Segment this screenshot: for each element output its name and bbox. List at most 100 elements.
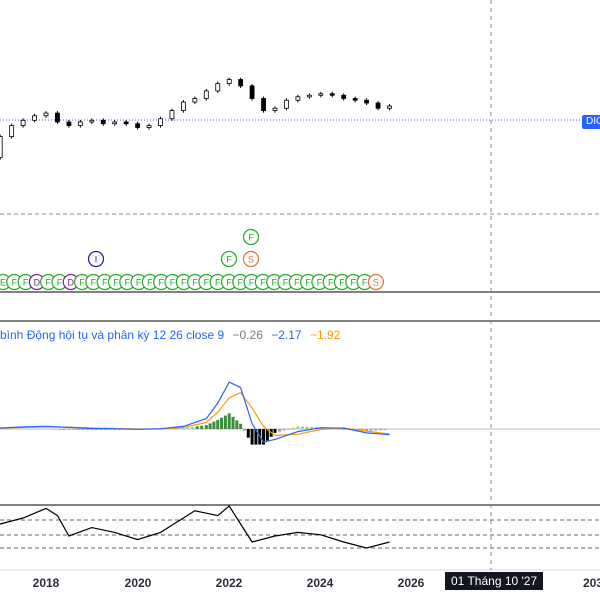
macd-histogram-bar bbox=[235, 420, 239, 429]
macd-histogram-bar bbox=[85, 429, 89, 430]
event-marker-label: F bbox=[238, 278, 244, 288]
event-marker-label: F bbox=[283, 278, 289, 288]
macd-histogram-bar bbox=[287, 429, 291, 430]
event-marker-label: F bbox=[226, 278, 232, 288]
macd-histogram-bar bbox=[305, 426, 309, 429]
macd-histogram-bar bbox=[223, 415, 227, 429]
macd-histogram-bar bbox=[39, 428, 43, 430]
macd-histogram-bar bbox=[76, 429, 80, 430]
candle-body bbox=[272, 107, 278, 111]
symbol-price-tag[interactable]: DIG bbox=[582, 115, 600, 129]
candle-body bbox=[55, 112, 60, 123]
candle-body bbox=[20, 119, 26, 126]
event-marker-label: F bbox=[136, 278, 142, 288]
candle-body bbox=[375, 102, 381, 109]
event-marker-label: F bbox=[271, 278, 277, 288]
macd-histogram-bar bbox=[254, 429, 258, 445]
event-marker-label: F bbox=[305, 278, 311, 288]
macd-histogram-bar bbox=[227, 413, 231, 429]
x-tick-2020: 2020 bbox=[125, 576, 152, 590]
macd-histogram-bar bbox=[278, 429, 282, 432]
macd-histogram-bar bbox=[212, 421, 216, 429]
event-marker-label: F bbox=[260, 278, 266, 288]
event-marker-label: S bbox=[373, 278, 379, 288]
event-marker-label: F bbox=[102, 278, 108, 288]
event-marker-label: F bbox=[125, 278, 131, 288]
macd-histogram-bar bbox=[220, 417, 224, 429]
event-marker-raised-label: F bbox=[226, 255, 232, 265]
candle-body bbox=[249, 85, 255, 99]
event-marker-label: F bbox=[204, 278, 210, 288]
candle-body bbox=[295, 96, 301, 101]
macd-histogram-bar bbox=[216, 419, 220, 429]
event-marker-label: F bbox=[57, 278, 63, 288]
candle-body bbox=[318, 93, 324, 96]
candle-body bbox=[203, 90, 209, 99]
event-marker-label: F bbox=[351, 278, 357, 288]
macd-histogram-bar bbox=[172, 428, 176, 430]
event-marker-label: F bbox=[317, 278, 323, 288]
macd-histogram-bar bbox=[104, 429, 108, 430]
event-marker-raised-label: S bbox=[248, 255, 254, 265]
candle-body bbox=[329, 93, 335, 96]
candle-body bbox=[66, 121, 72, 126]
event-marker-label: D bbox=[34, 278, 41, 288]
event-marker-label: F bbox=[294, 278, 300, 288]
macd-histogram-bar bbox=[365, 429, 369, 431]
macd-histogram-bar bbox=[265, 429, 269, 441]
candle-body bbox=[352, 98, 358, 101]
event-marker-label: F bbox=[328, 278, 334, 288]
x-tick-2022: 2022 bbox=[216, 576, 243, 590]
macd-histogram-bar bbox=[204, 425, 208, 429]
macd-histogram-bar bbox=[242, 429, 246, 431]
macd-histogram-bar bbox=[67, 429, 71, 430]
macd-histogram-bar bbox=[360, 429, 364, 431]
macd-histogram-bar bbox=[300, 426, 304, 429]
macd-histogram-bar bbox=[374, 429, 378, 431]
macd-legend-macd: −2.17 bbox=[271, 328, 302, 342]
macd-histogram-bar bbox=[342, 429, 346, 430]
macd-histogram-bar bbox=[108, 429, 112, 430]
macd-legend-histogram: −0.26 bbox=[232, 328, 263, 342]
macd-histogram-bar bbox=[273, 429, 277, 433]
event-marker-label: F bbox=[113, 278, 119, 288]
macd-pane bbox=[0, 320, 600, 445]
event-marker-label: F bbox=[249, 278, 255, 288]
macd-histogram-bar bbox=[3, 428, 7, 430]
macd-histogram-bar bbox=[282, 429, 286, 431]
event-marker-raised-circle bbox=[242, 228, 260, 246]
candle-body bbox=[261, 98, 266, 111]
x-tick-2026: 2026 bbox=[398, 576, 425, 590]
candle-body bbox=[306, 94, 312, 98]
macd-histogram-bar bbox=[62, 429, 66, 430]
macd-histogram-bar bbox=[12, 428, 16, 430]
candle-body bbox=[238, 79, 244, 87]
candle-body bbox=[146, 125, 152, 128]
candle-body bbox=[284, 99, 289, 109]
macd-histogram-bar bbox=[21, 428, 25, 430]
x-tick-203: 203 bbox=[583, 576, 600, 590]
macd-histogram-bar bbox=[186, 427, 190, 429]
event-markers: E F F D F F D F F F F F F F F F F F F F F F F F F F F F F F F F F SI F SF bbox=[0, 228, 384, 291]
macd-histogram-bar bbox=[383, 429, 387, 430]
macd-histogram-bar bbox=[200, 425, 204, 429]
event-marker-label: F bbox=[192, 278, 198, 288]
macd-histogram-bar bbox=[0, 428, 2, 430]
macd-histogram-bar bbox=[181, 427, 185, 429]
macd-histogram-bar bbox=[58, 429, 62, 430]
event-marker-raised-label: F bbox=[248, 233, 254, 243]
event-marker-label: F bbox=[181, 278, 187, 288]
macd-histogram-bar bbox=[369, 429, 373, 431]
candle-body bbox=[43, 112, 49, 117]
event-marker-label: F bbox=[158, 278, 164, 288]
candle-body bbox=[364, 99, 370, 104]
event-marker-label: F bbox=[79, 278, 85, 288]
price-pane bbox=[0, 77, 600, 215]
macd-histogram-bar bbox=[30, 428, 34, 430]
event-marker-raised-circle bbox=[220, 250, 238, 268]
event-marker-label: F bbox=[91, 278, 97, 288]
macd-histogram-bar bbox=[310, 426, 314, 429]
macd-histogram-bar bbox=[81, 429, 85, 430]
event-marker-label: F bbox=[339, 278, 345, 288]
